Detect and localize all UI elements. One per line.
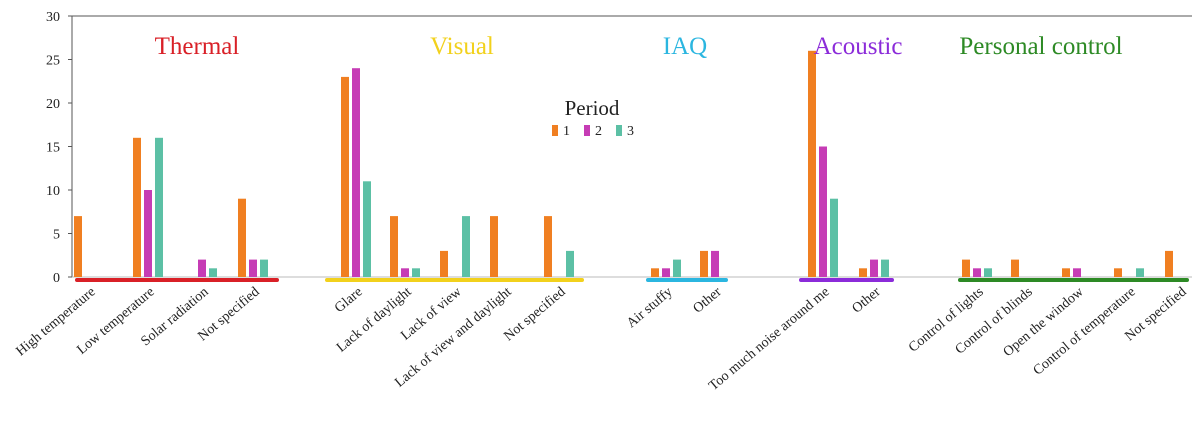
bar-1 [808,50,816,277]
bar-1 [1114,268,1122,277]
bar-1 [238,198,246,277]
bar-3 [673,259,681,277]
group-title: Acoustic [814,33,903,60]
bar-1 [651,268,659,277]
y-tick-label: 20 [46,97,60,112]
y-tick-label: 0 [53,271,60,286]
category-label: Air stuffy [624,285,675,332]
bar-3 [155,137,163,277]
group-title: Thermal [155,33,240,60]
legend-swatch-1 [552,125,558,136]
bar-2 [819,146,827,277]
y-tick-label: 5 [53,228,60,243]
bar-1 [700,250,708,277]
bar-1 [440,250,448,277]
bar-1 [962,259,970,277]
category-label: Glare [332,285,365,316]
bar-2 [144,190,152,277]
bar-1 [74,216,82,277]
bar-2 [1073,268,1081,277]
bar-1 [859,268,867,277]
bar-2 [401,268,409,277]
bar-1 [1165,250,1173,277]
bar-3 [881,259,889,277]
bar-2 [249,259,257,277]
category-label: Too much noise around me [706,285,832,394]
bar-1 [490,216,498,277]
group-title: Visual [430,33,494,60]
y-tick-label: 25 [46,54,60,69]
bar-3 [462,216,470,277]
bar-1 [341,76,349,278]
bar-3 [1136,268,1144,277]
legend-label-2: 2 [595,124,602,139]
legend-swatch-2 [584,125,590,136]
bar-2 [198,259,206,277]
y-tick-label: 30 [46,10,60,25]
legend-swatch-3 [616,125,622,136]
legend-label-3: 3 [627,124,634,139]
bar-1 [1062,268,1070,277]
bar-3 [566,250,574,277]
group-title: Personal control [959,33,1122,60]
bar-1 [544,216,552,277]
bar-2 [711,250,719,277]
bar-2 [352,68,360,277]
bar-3 [984,268,992,277]
group-title: IAQ [663,33,707,60]
bar-2 [973,268,981,277]
y-tick-label: 10 [46,184,60,199]
bar-3 [260,259,268,277]
bar-3 [363,181,371,277]
category-label: Control of temperature [1031,285,1139,379]
category-label: Other [690,284,724,316]
legend-label-1: 1 [563,124,570,139]
bar-2 [870,259,878,277]
bar-1 [133,137,141,277]
category-label: Other [849,284,883,316]
bar-1 [390,216,398,277]
legend-title: Period [565,96,620,120]
bar-3 [412,268,420,277]
bar-3 [830,198,838,277]
bar-3 [209,268,217,277]
bar-2 [662,268,670,277]
bar-1 [1011,259,1019,277]
y-tick-label: 15 [46,141,60,156]
